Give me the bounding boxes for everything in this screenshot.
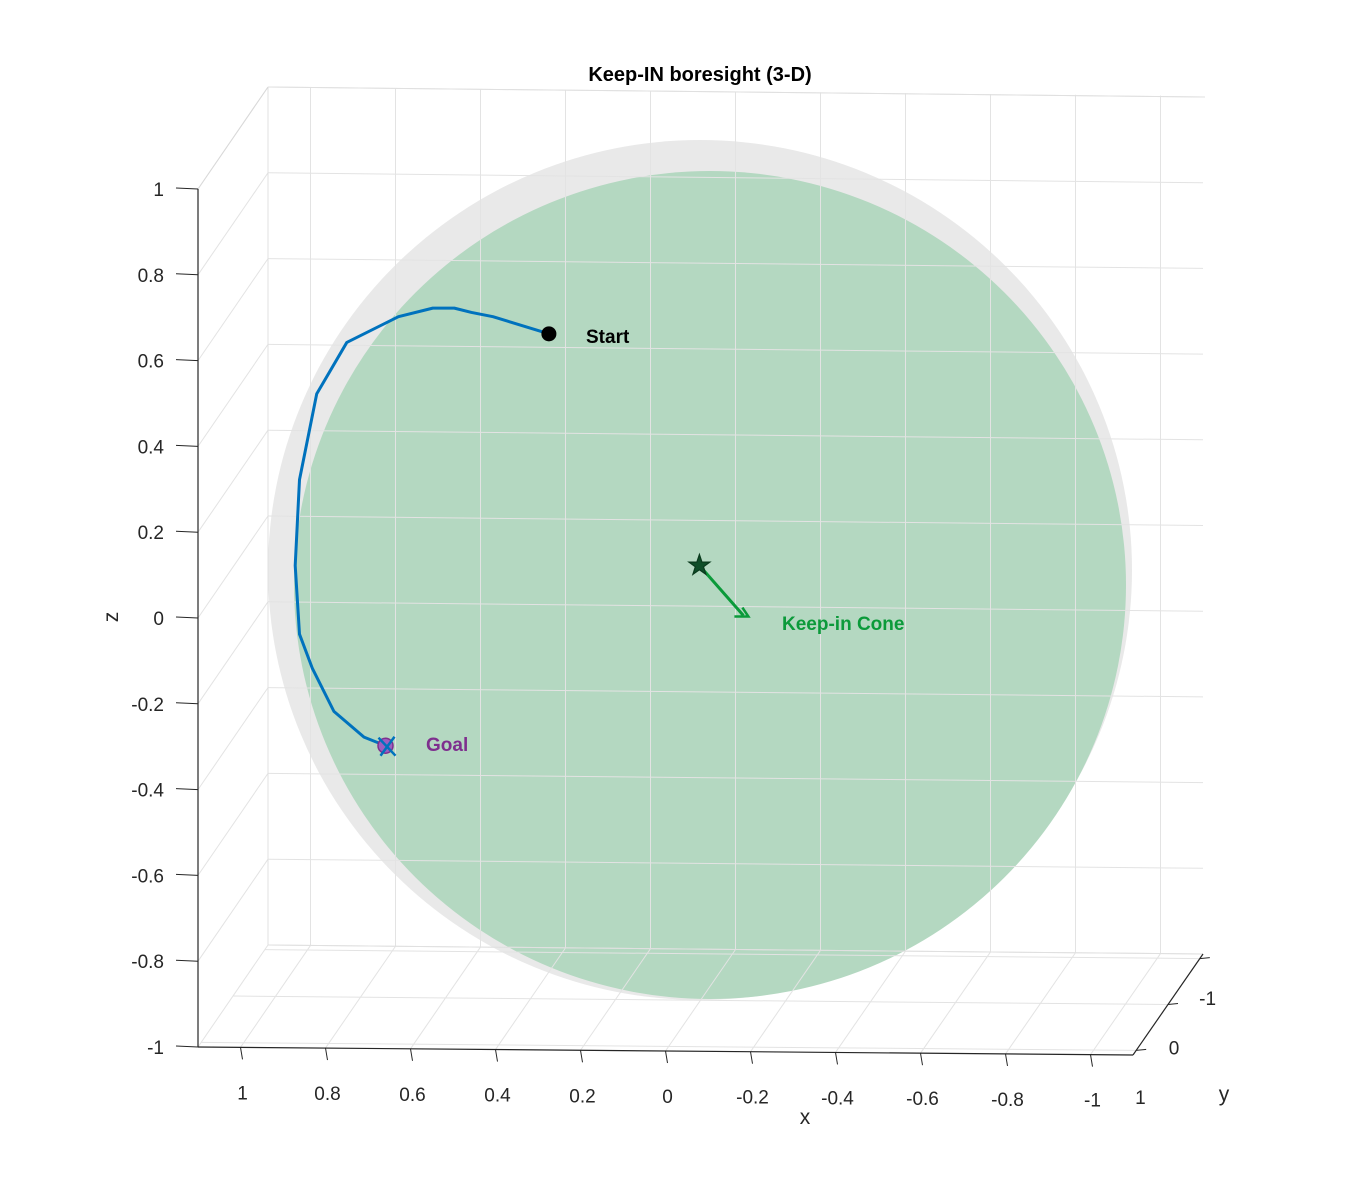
z-tick-label-3: 0.4 (138, 437, 165, 458)
z-tick-label-10: -1 (147, 1038, 164, 1059)
z-tick-1 (175, 273, 199, 276)
z-tick-label-4: 0.2 (138, 523, 164, 544)
floor-grid-line-y-1 (232, 995, 1169, 1005)
keep-in-cone-arrow (698, 564, 745, 617)
x-tick-3 (495, 1049, 498, 1062)
x-tick-0 (240, 1047, 243, 1060)
x-tick-label-1: 0.8 (314, 1084, 340, 1105)
z-tick-label-5: 0 (153, 609, 164, 630)
z-tick-label-6: -0.2 (131, 695, 164, 716)
y-tick-2 (1136, 1048, 1147, 1051)
x-tick-7 (835, 1052, 838, 1065)
z-tick-6 (175, 702, 199, 705)
y-tick-1 (1167, 1003, 1179, 1005)
y-tick-0 (1199, 957, 1210, 960)
grid-line-z-2 (267, 258, 1204, 269)
tick-labels: 1 0.8 0.6 0.4 0.2 0 -0.2 -0.4 -0.6 -0.8 -1 1 0.8 0.6 0… (131, 180, 1216, 1112)
x-axis-label: x (800, 1106, 811, 1129)
x-tick-label-10: -1 (1084, 1091, 1101, 1112)
y-tick-label-0: -1 (1199, 989, 1216, 1010)
z-tick-label-8: -0.6 (131, 866, 164, 887)
side-grid-line-z-8 (197, 773, 269, 876)
sphere-surface (294, 171, 1126, 999)
grid-line-z-1 (267, 172, 1204, 184)
x-tick-9 (1005, 1053, 1008, 1066)
z-tick-label-7: -0.4 (131, 781, 164, 802)
side-grid-line-z-9 (197, 858, 269, 962)
z-tick-7 (175, 788, 199, 791)
side-grid-line-z-6 (197, 601, 269, 705)
y-tick-label-1: 0 (1169, 1039, 1180, 1060)
z-tick-4 (175, 530, 199, 533)
grid-line-z-9 (267, 858, 1204, 869)
z-tick-label-1: 0.8 (138, 266, 164, 287)
x-tick-label-3: 0.4 (484, 1086, 511, 1107)
start-label: Start (586, 327, 630, 348)
z-tick-10 (175, 1045, 199, 1048)
start-marker (541, 326, 557, 342)
keep-in-cone-label: Keep-in Cone (782, 614, 904, 635)
keep-in-cone-star-marker (687, 552, 712, 576)
x-tick-label-8: -0.6 (906, 1089, 939, 1110)
floor-grid-line-y-0 (264, 949, 1200, 960)
side-grid-line-z-3 (197, 344, 269, 447)
side-grid-line-z-1 (197, 172, 269, 276)
box-edge-back-bottom (267, 944, 1204, 955)
z-tick-label-0: 1 (153, 180, 164, 201)
side-grid-line-z-2 (197, 258, 269, 361)
z-tick-8 (175, 873, 199, 876)
y-axis-label: y (1219, 1083, 1230, 1106)
x-tick-2 (410, 1048, 413, 1061)
x-tick-label-4: 0.2 (569, 1086, 595, 1107)
grid (197, 86, 1206, 1055)
x-tick-label-6: -0.2 (736, 1088, 769, 1109)
y-tick-label-2: 1 (1135, 1088, 1146, 1109)
grid-line-z-5 (267, 515, 1204, 526)
trajectory-line-0 (293, 306, 551, 748)
x-tick-label-2: 0.6 (399, 1085, 425, 1106)
chart-title: Keep-IN boresight (3-D) (588, 64, 811, 86)
x-tick-10 (1090, 1054, 1093, 1067)
series-layer (293, 306, 551, 748)
side-grid-line-z-4 (197, 429, 269, 533)
grid-line-z-8 (267, 772, 1204, 784)
floor-grid-line-y-2 (201, 1041, 1137, 1051)
x-tick-6 (750, 1051, 753, 1064)
z-tick-5 (175, 616, 199, 619)
x-tick-5 (665, 1050, 668, 1064)
x-tick-4 (580, 1050, 583, 1063)
z-tick-3 (175, 444, 199, 447)
goal-label: Goal (426, 735, 468, 756)
x-tick-8 (920, 1053, 923, 1066)
x-tick-label-7: -0.4 (821, 1088, 854, 1109)
x-tick-label-5: 0 (662, 1087, 673, 1108)
grid-line-z-3 (267, 343, 1204, 355)
grid-line-z-7 (267, 687, 1204, 698)
x-tick-label-0: 1 (237, 1083, 248, 1104)
z-tick-9 (175, 959, 199, 962)
keep-in-cone-arrowhead (734, 606, 751, 618)
z-tick-label-2: 0.6 (138, 352, 164, 373)
z-axis-label: z (100, 612, 123, 623)
x-tick-1 (325, 1048, 328, 1061)
axes (175, 187, 1210, 1067)
box-edge-left-top (197, 86, 269, 190)
markers-layer (377, 326, 751, 757)
z-tick-0 (175, 187, 199, 190)
side-grid-line-z-7 (197, 687, 269, 790)
box-edge-back-top (267, 86, 1206, 98)
z-tick-label-9: -0.8 (131, 952, 164, 973)
x-tick-label-9: -0.8 (991, 1090, 1024, 1111)
z-tick-2 (175, 359, 199, 362)
grid-line-z-4 (267, 429, 1204, 441)
side-grid-line-z-5 (197, 515, 269, 619)
goal-x-marker (377, 735, 397, 757)
